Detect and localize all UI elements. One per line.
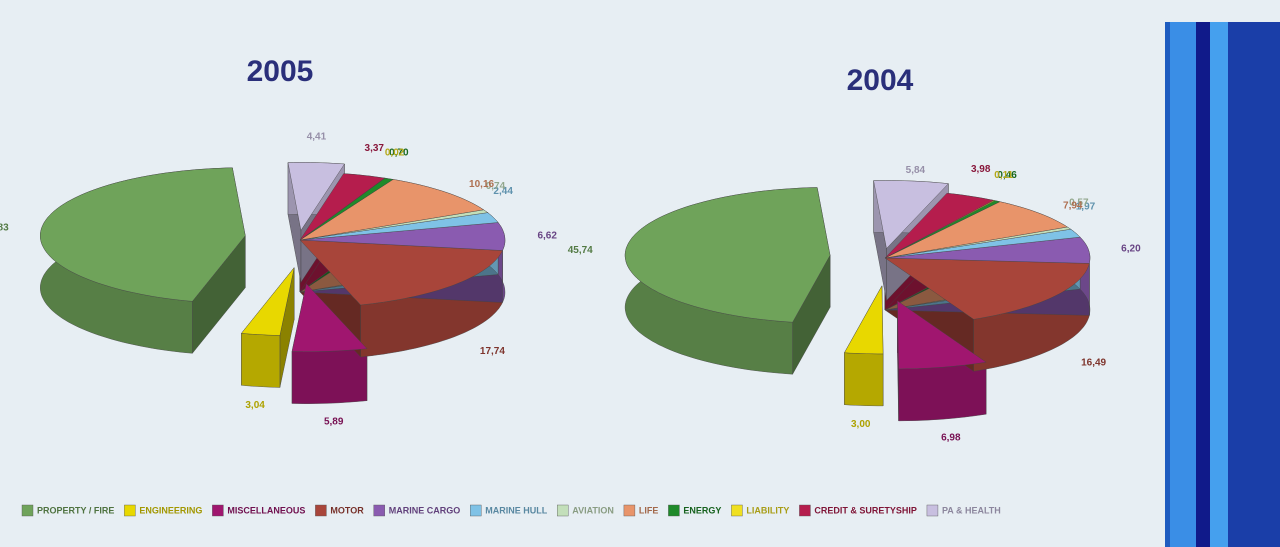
data-label: 7,94 — [1063, 200, 1083, 211]
slice — [287, 162, 345, 231]
data-label: 44,83 — [0, 222, 9, 233]
stripe — [1170, 22, 1196, 547]
legend-swatch — [731, 504, 743, 517]
data-label: 2,44 — [493, 186, 513, 197]
legend-swatch — [799, 504, 811, 517]
slice — [241, 267, 295, 336]
slice — [884, 201, 1068, 259]
legend-label: MARINE CARGO — [389, 505, 461, 515]
chart-title: 2004 — [847, 64, 914, 97]
data-label: 6,20 — [1121, 243, 1141, 254]
legend-swatch — [212, 504, 224, 517]
legend-label: MOTOR — [330, 505, 364, 515]
data-label: 0,46 — [997, 170, 1017, 181]
slice — [884, 236, 1091, 264]
data-label: 0,74 — [486, 181, 506, 192]
slice-side — [844, 352, 884, 407]
slice — [884, 228, 1081, 259]
legend: PROPERTY / FIRE ENGINEERING MISCELLANEOUS M… — [21, 504, 1001, 517]
data-label: 17,74 — [480, 346, 505, 357]
legend-label: PROPERTY / FIRE — [37, 505, 114, 515]
slice — [844, 285, 884, 355]
legend-swatch — [623, 504, 636, 517]
data-label: 0,11 — [994, 170, 1013, 181]
legend-label: PA & HEALTH — [942, 505, 1001, 515]
data-label: 16,49 — [1081, 357, 1106, 368]
legend-swatch — [926, 504, 939, 517]
legend-label: AVIATION — [572, 505, 614, 515]
data-label: 6,62 — [537, 230, 557, 241]
legend-swatch — [668, 504, 680, 517]
data-label: 0,70 — [389, 147, 409, 158]
legend-swatch — [124, 504, 136, 517]
slice — [884, 257, 1090, 320]
data-label: 0,57 — [1069, 198, 1089, 209]
slice — [897, 300, 987, 370]
legend-swatch — [21, 504, 34, 517]
slice — [873, 180, 949, 249]
data-label: 5,89 — [324, 417, 344, 428]
stripe — [1196, 22, 1210, 547]
legend-label: LIABILITY — [746, 505, 789, 515]
data-label: 3,04 — [245, 400, 265, 411]
data-label: 45,74 — [568, 245, 593, 256]
legend-label: MISCELLANEOUS — [227, 505, 305, 515]
legend-label: ENERGY — [683, 505, 721, 515]
slice — [884, 192, 995, 259]
data-label: 4,41 — [307, 131, 327, 142]
legend-swatch — [557, 504, 569, 517]
slice — [299, 173, 386, 241]
legend-swatch — [373, 504, 385, 517]
data-label: 6,98 — [941, 432, 961, 443]
data-label: 10,16 — [469, 179, 494, 190]
data-label: 3,98 — [971, 164, 991, 175]
stripe — [1210, 22, 1228, 547]
data-label: 3,00 — [851, 419, 871, 430]
slice — [624, 187, 831, 323]
chart-title: 2005 — [247, 55, 314, 88]
data-label: 0,02 — [385, 148, 405, 159]
legend-label: MARINE HULL — [485, 505, 547, 515]
slice — [299, 239, 503, 306]
slice — [299, 179, 485, 241]
slice — [299, 212, 499, 241]
slice — [299, 222, 506, 251]
stripe — [1228, 22, 1280, 547]
data-label: 1,97 — [1076, 202, 1096, 213]
legend-swatch — [470, 504, 482, 517]
legend-label: ENGINEERING — [139, 505, 202, 515]
slice — [291, 283, 368, 352]
slice — [40, 167, 246, 302]
slice-side — [291, 348, 368, 404]
legend-label: LIFE — [639, 505, 659, 515]
data-label: 5,84 — [906, 165, 926, 176]
data-label: 3,37 — [365, 143, 385, 154]
slice-side — [241, 333, 281, 388]
legend-label: CREDIT & SURETYSHIP — [814, 505, 917, 515]
legend-swatch — [315, 504, 327, 517]
